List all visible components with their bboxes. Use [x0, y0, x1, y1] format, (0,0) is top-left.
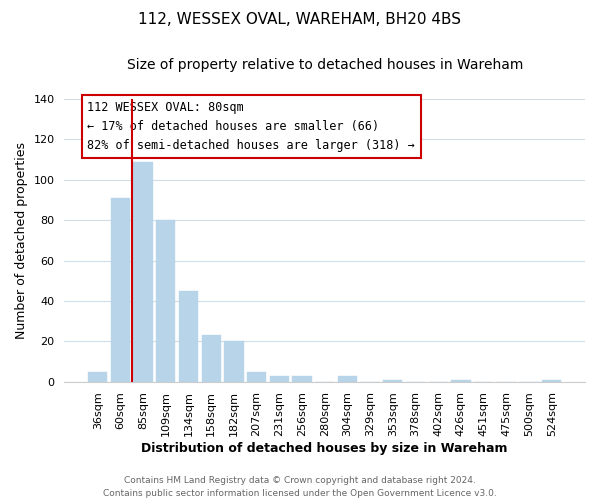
Bar — [451, 380, 470, 382]
Y-axis label: Number of detached properties: Number of detached properties — [15, 142, 28, 339]
Bar — [247, 372, 266, 382]
Bar — [133, 162, 153, 382]
Bar — [156, 220, 175, 382]
Bar — [383, 380, 403, 382]
Bar — [338, 376, 357, 382]
Bar — [202, 336, 221, 382]
Bar — [111, 198, 130, 382]
Bar — [224, 342, 244, 382]
Text: Contains HM Land Registry data © Crown copyright and database right 2024.
Contai: Contains HM Land Registry data © Crown c… — [103, 476, 497, 498]
Bar — [88, 372, 107, 382]
Bar — [179, 291, 198, 382]
Title: Size of property relative to detached houses in Wareham: Size of property relative to detached ho… — [127, 58, 523, 71]
Bar — [269, 376, 289, 382]
Text: 112 WESSEX OVAL: 80sqm
← 17% of detached houses are smaller (66)
82% of semi-det: 112 WESSEX OVAL: 80sqm ← 17% of detached… — [88, 101, 415, 152]
Bar — [292, 376, 311, 382]
Bar — [542, 380, 562, 382]
Text: 112, WESSEX OVAL, WAREHAM, BH20 4BS: 112, WESSEX OVAL, WAREHAM, BH20 4BS — [139, 12, 461, 28]
X-axis label: Distribution of detached houses by size in Wareham: Distribution of detached houses by size … — [142, 442, 508, 455]
